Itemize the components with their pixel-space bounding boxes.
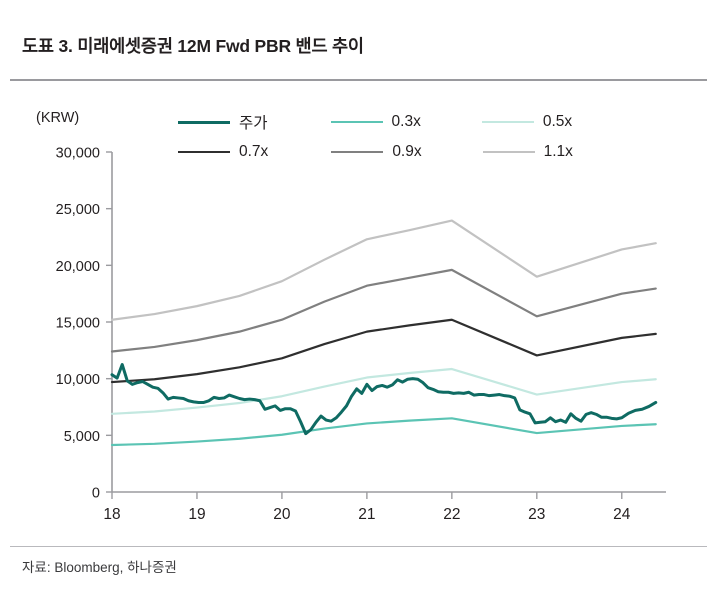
page-title: 도표 3. 미래에셋증권 12M Fwd PBR 밴드 추이 xyxy=(22,36,364,56)
legend-swatch-icon xyxy=(482,151,535,153)
legend-row-top: 주가 0.3x 0.5x xyxy=(178,111,572,133)
legend-item-0-7x[interactable]: 0.7x xyxy=(178,143,268,161)
legend-item-1-1x[interactable]: 1.1x xyxy=(482,143,573,161)
legend-swatch-icon xyxy=(178,120,230,124)
x-tick-label: 20 xyxy=(273,506,291,523)
y-axis-unit-label: (KRW) xyxy=(36,110,80,126)
series-line-0-3x xyxy=(110,417,657,447)
legend-item-0-3x[interactable]: 0.3x xyxy=(330,113,421,131)
y-tick-label: 5,000 xyxy=(64,429,100,445)
x-tick-label: 24 xyxy=(613,506,631,523)
legend-swatch-icon xyxy=(331,151,384,153)
x-tick-label: 22 xyxy=(443,506,460,523)
y-tick-label: 15,000 xyxy=(56,316,100,332)
series-line-0-9x xyxy=(110,268,657,353)
y-tick-label: 20,000 xyxy=(56,259,100,275)
series-line-0-7x xyxy=(110,318,657,384)
title-divider xyxy=(10,79,707,81)
x-tick-label: 19 xyxy=(188,506,205,523)
series-line-0-5x xyxy=(110,367,657,415)
y-tick-label: 25,000 xyxy=(56,202,100,218)
legend-label: 1.1x xyxy=(543,143,573,160)
legend-row-bottom: 0.7x 0.9x 1.1x xyxy=(178,143,573,161)
y-tick-label: 10,000 xyxy=(56,372,100,388)
legend-label: 주가 xyxy=(239,115,268,132)
x-tick-label: 23 xyxy=(528,506,545,523)
legend-swatch-icon xyxy=(481,121,534,123)
legend-item-주가[interactable]: 주가 xyxy=(178,111,268,133)
legend-swatch-icon xyxy=(330,121,383,123)
y-tick-label: 30,000 xyxy=(56,146,100,162)
x-tick-label: 21 xyxy=(358,506,375,523)
legend-swatch-icon xyxy=(178,151,230,153)
x-tick-label: 18 xyxy=(103,506,120,523)
legend-label: 0.7x xyxy=(239,143,269,160)
legend-label: 0.9x xyxy=(392,143,422,160)
footer-divider xyxy=(10,546,707,547)
source-note: 자료: Bloomberg, 하나증권 xyxy=(22,560,177,575)
series-line-1-1x xyxy=(110,219,657,321)
y-tick-label: 0 xyxy=(92,486,100,502)
series-line-주가 xyxy=(110,363,658,436)
legend-label: 0.5x xyxy=(542,113,573,130)
legend-item-0-9x[interactable]: 0.9x xyxy=(331,143,422,161)
legend-label: 0.3x xyxy=(391,113,421,130)
legend-item-0-5x[interactable]: 0.5x xyxy=(481,113,573,131)
